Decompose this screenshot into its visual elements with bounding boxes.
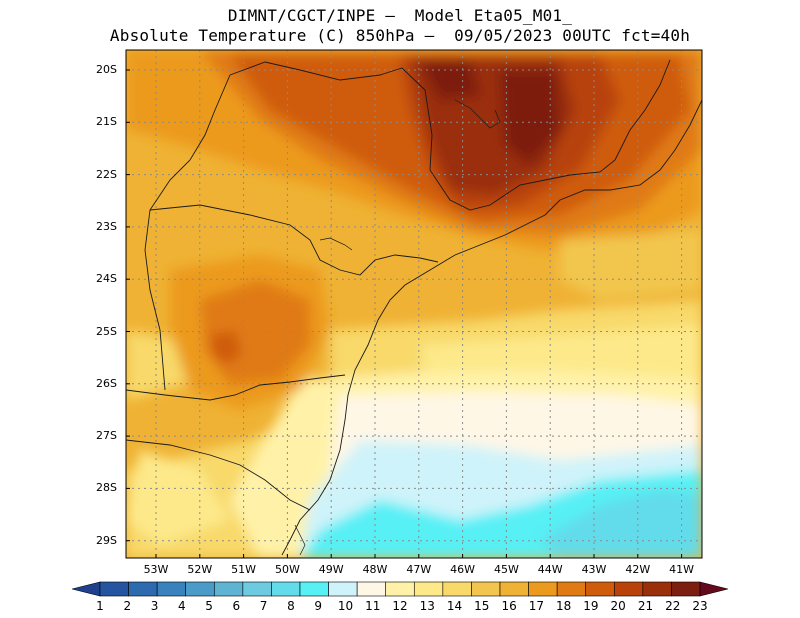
colorbar-label: 14 <box>446 599 463 613</box>
temp-22-core <box>500 70 560 165</box>
latitude-label: 28S <box>96 481 117 495</box>
latitude-label: 22S <box>96 167 117 181</box>
longitude-label: 41W <box>669 563 695 576</box>
state-border-pr-sc <box>126 374 346 401</box>
colorbar-label: 16 <box>501 599 517 613</box>
colorbar-swatch <box>128 581 158 597</box>
colorbar-swatch <box>242 581 272 597</box>
latitude-label: 27S <box>96 429 117 443</box>
temperature-field <box>126 50 702 558</box>
latitude-label: 21S <box>96 115 117 129</box>
temp-22-nw <box>420 60 480 100</box>
colorbar-swatch <box>385 581 415 597</box>
boundaries <box>126 59 702 556</box>
colorbar-label: 13 <box>419 599 435 613</box>
state-border-sp-pr <box>149 204 439 276</box>
colorbar-label: 8 <box>287 599 295 613</box>
colorbar-swatch <box>528 581 558 597</box>
longitude-label: 49W <box>318 563 344 576</box>
axis-ticks <box>126 69 683 558</box>
colorbar-swatch <box>585 581 615 597</box>
latitude-label: 25S <box>96 324 117 338</box>
colorbar-swatch <box>499 581 529 597</box>
state-border-sc-rs <box>126 439 311 511</box>
colorbar-swatch <box>671 581 701 597</box>
colorbar-label: 3 <box>150 599 159 613</box>
colorbar-label: 22 <box>665 599 681 613</box>
latitude-label: 29S <box>96 533 117 547</box>
colorbar-swatch <box>99 581 129 597</box>
colorbar-swatch <box>156 581 187 597</box>
colorbar-label: 1 <box>96 599 104 613</box>
colorbar-swatch <box>613 581 644 597</box>
colorbar-label: 6 <box>232 599 241 613</box>
border-ms-pr <box>144 209 166 391</box>
colorbar-label: 21 <box>637 599 654 613</box>
state-border-ms-sp <box>149 74 231 211</box>
reservoir-mg <box>454 99 501 129</box>
river-sp <box>319 237 353 251</box>
colorbar-label: 10 <box>337 599 354 613</box>
longitude-label: 44W <box>537 563 563 576</box>
colorbar-label: 17 <box>528 599 544 613</box>
graticule <box>126 50 702 558</box>
latitude-label: 23S <box>96 219 117 233</box>
temp-15-east-coast <box>560 230 702 300</box>
colorbar-swatch <box>185 581 215 597</box>
lagoon-rs <box>294 524 306 556</box>
colorbar-swatch <box>328 581 358 597</box>
longitude-label: 48W <box>362 563 388 576</box>
chart-title-line-2: Absolute Temperature (C) 850hPa — 09/05/… <box>109 26 691 45</box>
longitude-label: 43W <box>581 563 607 576</box>
temp-13-sw <box>126 450 230 545</box>
colorbar-label: 15 <box>474 599 490 613</box>
longitude-label: 46W <box>450 563 476 576</box>
colorbar-swatch <box>213 581 244 597</box>
longitude-label: 45W <box>493 563 519 576</box>
colorbar-label: 5 <box>205 599 213 613</box>
state-border-mg-sp <box>229 61 616 211</box>
colorbar-swatch <box>413 581 444 597</box>
colorbar-label: 20 <box>610 599 626 613</box>
colorbar-label: 12 <box>392 599 408 613</box>
colorbar-arrow-low <box>71 581 101 597</box>
longitude-label: 51W <box>231 563 257 576</box>
latitude-label: 20S <box>96 63 117 76</box>
longitude-label: 47W <box>406 563 432 576</box>
latitude-label: 26S <box>96 376 117 390</box>
coastline <box>281 99 702 556</box>
colorbar-label: 4 <box>177 599 186 613</box>
colorbar-label: 2 <box>123 599 132 613</box>
longitude-label: 52W <box>187 563 213 576</box>
colorbar-label: 7 <box>259 599 268 613</box>
state-border-mg-es-rj <box>614 59 671 161</box>
longitude-label: 50W <box>274 563 300 576</box>
longitude-label: 53W <box>143 563 169 576</box>
colorbar-label: 23 <box>692 599 708 613</box>
colorbar-swatch <box>642 581 672 597</box>
colorbar-swatch <box>556 581 587 597</box>
colorbar-swatch <box>471 581 501 597</box>
colorbar-label: 11 <box>365 599 381 613</box>
colorbar-swatch <box>356 581 387 597</box>
colorbar-arrow-high <box>699 581 729 597</box>
colorbar-label: 9 <box>314 599 322 613</box>
map-frame <box>125 49 703 559</box>
chart-title-line-1: DIMNT/CGCT/INPE — Model Eta05_M01_ <box>227 6 573 25</box>
colorbar-swatch <box>299 581 329 597</box>
longitude-label: 42W <box>625 563 651 576</box>
latitude-label: 24S <box>96 272 117 286</box>
colorbar-swatch <box>442 581 472 597</box>
colorbar-swatch <box>271 581 301 597</box>
temp-19-west-pool <box>210 330 242 365</box>
colorbar-label: 18 <box>555 599 572 613</box>
colorbar-label: 19 <box>583 599 599 613</box>
colorbar <box>71 581 729 597</box>
